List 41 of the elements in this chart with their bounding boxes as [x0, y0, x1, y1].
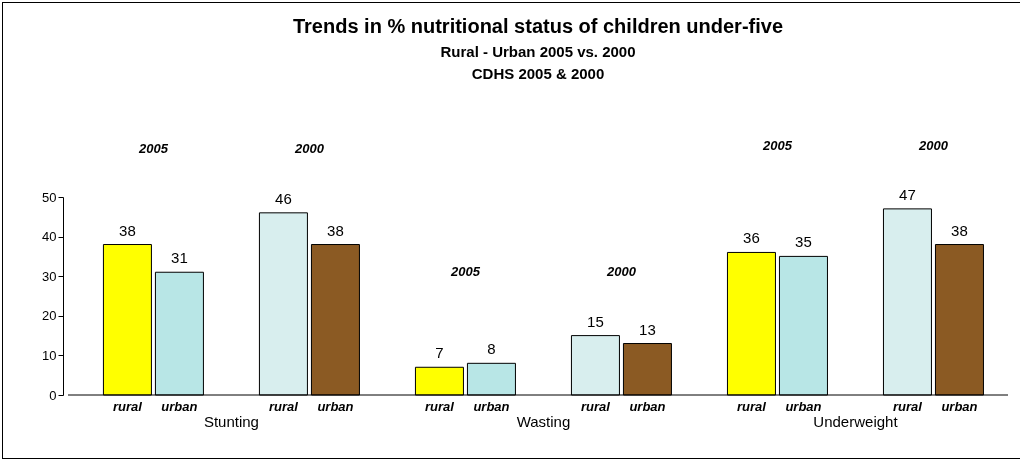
- data-label: 31: [171, 249, 188, 267]
- data-label: 35: [795, 233, 812, 251]
- y-tick-label: 50: [42, 189, 57, 205]
- data-label: 13: [639, 320, 656, 338]
- text: Wasting: [516, 413, 571, 430]
- data-label: 38: [119, 221, 136, 239]
- data-label: 8: [487, 340, 496, 358]
- data-label: 46: [275, 189, 292, 207]
- text: 2000: [293, 141, 325, 157]
- y-tick-label: 40: [42, 229, 57, 245]
- text: 2005: [137, 141, 169, 157]
- y-tick-label: 20: [42, 308, 57, 324]
- text: 2000: [918, 137, 949, 153]
- x-tick-label: urban: [473, 399, 510, 414]
- x-tick-label: rural: [112, 399, 143, 414]
- chart-subtitle: Rural - Urban 2005 vs. 2000 CDHS 2005 & 2000: [440, 42, 636, 82]
- x-tick-label: rural: [581, 399, 611, 414]
- annotation: 2005: [449, 264, 481, 280]
- text: Underweight: [813, 413, 899, 430]
- data-label: 47: [899, 185, 916, 203]
- x-tick-label: rural: [893, 399, 923, 414]
- data-label: 15: [587, 312, 604, 330]
- chart-title: Trends in % nutritional status of children under-five: [292, 14, 784, 37]
- data-label: 38: [951, 221, 968, 239]
- x-tick-label: urban: [317, 399, 354, 414]
- x-tick-label: rural: [424, 399, 455, 414]
- x-tick-label: rural: [737, 399, 767, 414]
- annotation: 2000: [605, 264, 637, 280]
- y-tick-label: 10: [42, 347, 57, 363]
- x-tick-label: urban: [161, 399, 198, 414]
- x-tick-label: rural: [268, 399, 299, 414]
- x-tick-label: urban: [941, 399, 978, 414]
- x-tick-label: urban: [785, 399, 822, 414]
- x-tick-label: urban: [629, 399, 666, 414]
- y-tick-label: 30: [42, 268, 57, 284]
- text: Stunting: [203, 413, 259, 430]
- y-tick-label: 0: [49, 387, 57, 403]
- text: 2005: [762, 137, 793, 153]
- data-label: 38: [327, 221, 344, 239]
- data-label: 36: [743, 229, 760, 247]
- data-label: 7: [435, 344, 444, 362]
